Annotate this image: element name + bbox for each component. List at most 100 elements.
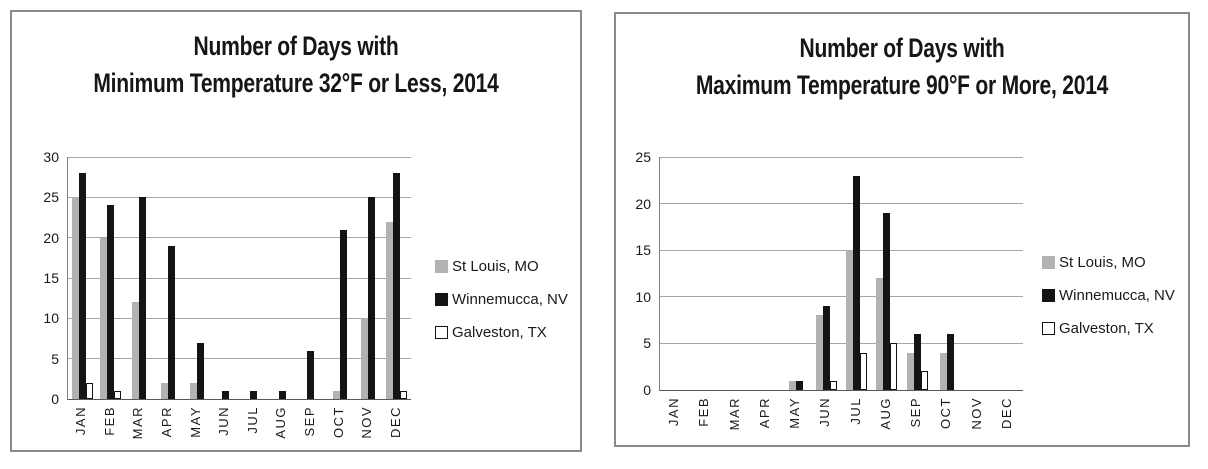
bar-group-sep [902,157,932,390]
bar-winnemucca-jul [853,176,861,390]
bar-group-jan [660,157,690,390]
bar-winnemucca-jul [250,391,258,399]
legend-item-winnemucca: Winnemucca, NV [435,291,568,308]
y-tick-label: 15 [635,242,651,259]
y-tick-label: 25 [635,149,651,165]
x-axis-label-jun: JUN [817,397,833,427]
gridline-15 [68,277,411,279]
legend-item-st-louis: St Louis, MO [435,258,539,275]
bar-winnemucca-nov [368,197,376,399]
x-axis-label-feb: FEB [696,397,712,427]
x-axis-label-dec: DEC [998,397,1014,429]
bar-group-feb [97,157,126,399]
gridline-20 [68,237,411,239]
bar-galveston-dec [400,391,408,399]
bar-st-louis-aug [876,278,884,390]
bar-st-louis-nov [361,318,369,399]
bar-group-dec [382,157,411,399]
gridline-5 [68,358,411,360]
bar-winnemucca-aug [883,213,891,390]
x-axis-label-mar: MAR [726,397,742,431]
legend-item-st-louis: St Louis, MO [1042,254,1146,271]
gridline-10 [660,296,1023,298]
chart-title-line2: Minimum Temperature 32°F or Less, 2014 [93,68,499,98]
bar-winnemucca-dec [393,173,401,399]
chart-title-line1: Number of Days with [193,31,399,61]
bar-group-may [182,157,211,399]
bar-group-aug [268,157,297,399]
bar-group-aug [872,157,902,390]
bar-st-louis-oct [332,391,340,399]
legend-label: St Louis, MO [452,258,539,275]
y-tick-label: 20 [635,195,651,212]
bar-group-feb [690,157,720,390]
bar-group-oct [932,157,962,390]
chart-title-min-temp: Number of Days with Minimum Temperature … [12,28,580,102]
x-axis-label-mar: MAR [130,406,146,440]
bar-st-louis-dec [386,222,394,399]
bar-galveston-jul [860,353,868,390]
chart-panel-min-temp: Number of Days with Minimum Temperature … [10,10,582,452]
max-temp-bar-chart: 0 5 10 15 20 25 JAN FEB MAR APR MAY JUN JUL AUG SEP OCT… [616,14,1188,445]
bar-group-nov [963,157,993,390]
bar-group-jan [68,157,97,399]
bar-group-jun [211,157,240,399]
bar-st-louis-jul [846,250,854,390]
y-tick-label: 10 [43,310,59,327]
x-axis-label-apr: APR [159,406,175,438]
bar-winnemucca-mar [139,197,147,399]
y-tick-label: 15 [43,270,59,286]
bar-winnemucca-may [796,381,804,390]
gridline-15 [660,249,1023,251]
bar-group-dec [993,157,1023,390]
bar-galveston-feb [114,391,122,399]
legend-swatch-galveston [1042,322,1055,335]
gridline-30 [68,156,411,158]
x-axis-label-dec: DEC [387,406,403,438]
bar-st-louis-feb [100,238,108,399]
bar-group-jun [811,157,841,390]
bar-galveston-jan [85,383,93,399]
bar-winnemucca-jun [822,306,830,390]
y-tick-label: 10 [635,288,651,305]
bar-winnemucca-feb [107,205,115,399]
bar-st-louis-may [789,381,797,390]
bar-group-jul [842,157,872,390]
y-tick-label: 0 [51,391,59,407]
bar-st-louis-may [189,383,197,399]
bar-group-mar [721,157,751,390]
bar-group-oct [325,157,354,399]
legend-swatch-st-louis [1042,256,1055,269]
legend-swatch-galveston [435,326,448,339]
chart-title-line2: Maximum Temperature 90°F or More, 2014 [695,70,1109,100]
gridline-25 [660,156,1023,158]
bar-galveston-aug [890,343,898,390]
bar-galveston-sep [920,371,928,390]
y-tick-label: 30 [43,149,59,165]
gridline-25 [68,196,411,198]
bar-winnemucca-may [196,343,204,399]
bar-group-jul [240,157,269,399]
bar-group-apr [751,157,781,390]
y-tick-label: 25 [43,189,59,206]
bar-group-may [781,157,811,390]
min-temp-bar-chart: 0 5 10 15 20 25 30 JAN FEB MAR APR MAY JUN JUL AUG SEP O… [12,12,580,450]
x-axis-label-jan: JAN [73,406,89,436]
bar-galveston-jun [829,381,837,390]
x-axis-label-sep: SEP [301,406,317,437]
legend-swatch-st-louis [435,260,448,273]
x-axis-label-oct: OCT [938,397,954,429]
bar-st-louis-jan [71,197,79,399]
legend-item-winnemucca: Winnemucca, NV [1042,287,1175,304]
bar-group-mar [125,157,154,399]
x-axis-label-feb: FEB [101,406,117,436]
x-axis-label-oct: OCT [330,406,346,438]
x-axis-label-may: MAY [187,406,203,438]
x-axis-label-jun: JUN [216,406,232,436]
legend-swatch-winnemucca [1042,289,1055,302]
bar-winnemucca-aug [278,391,286,399]
bar-st-louis-oct [940,353,948,390]
legend-label: Galveston, TX [452,324,547,341]
x-axis-label-may: MAY [787,397,803,429]
